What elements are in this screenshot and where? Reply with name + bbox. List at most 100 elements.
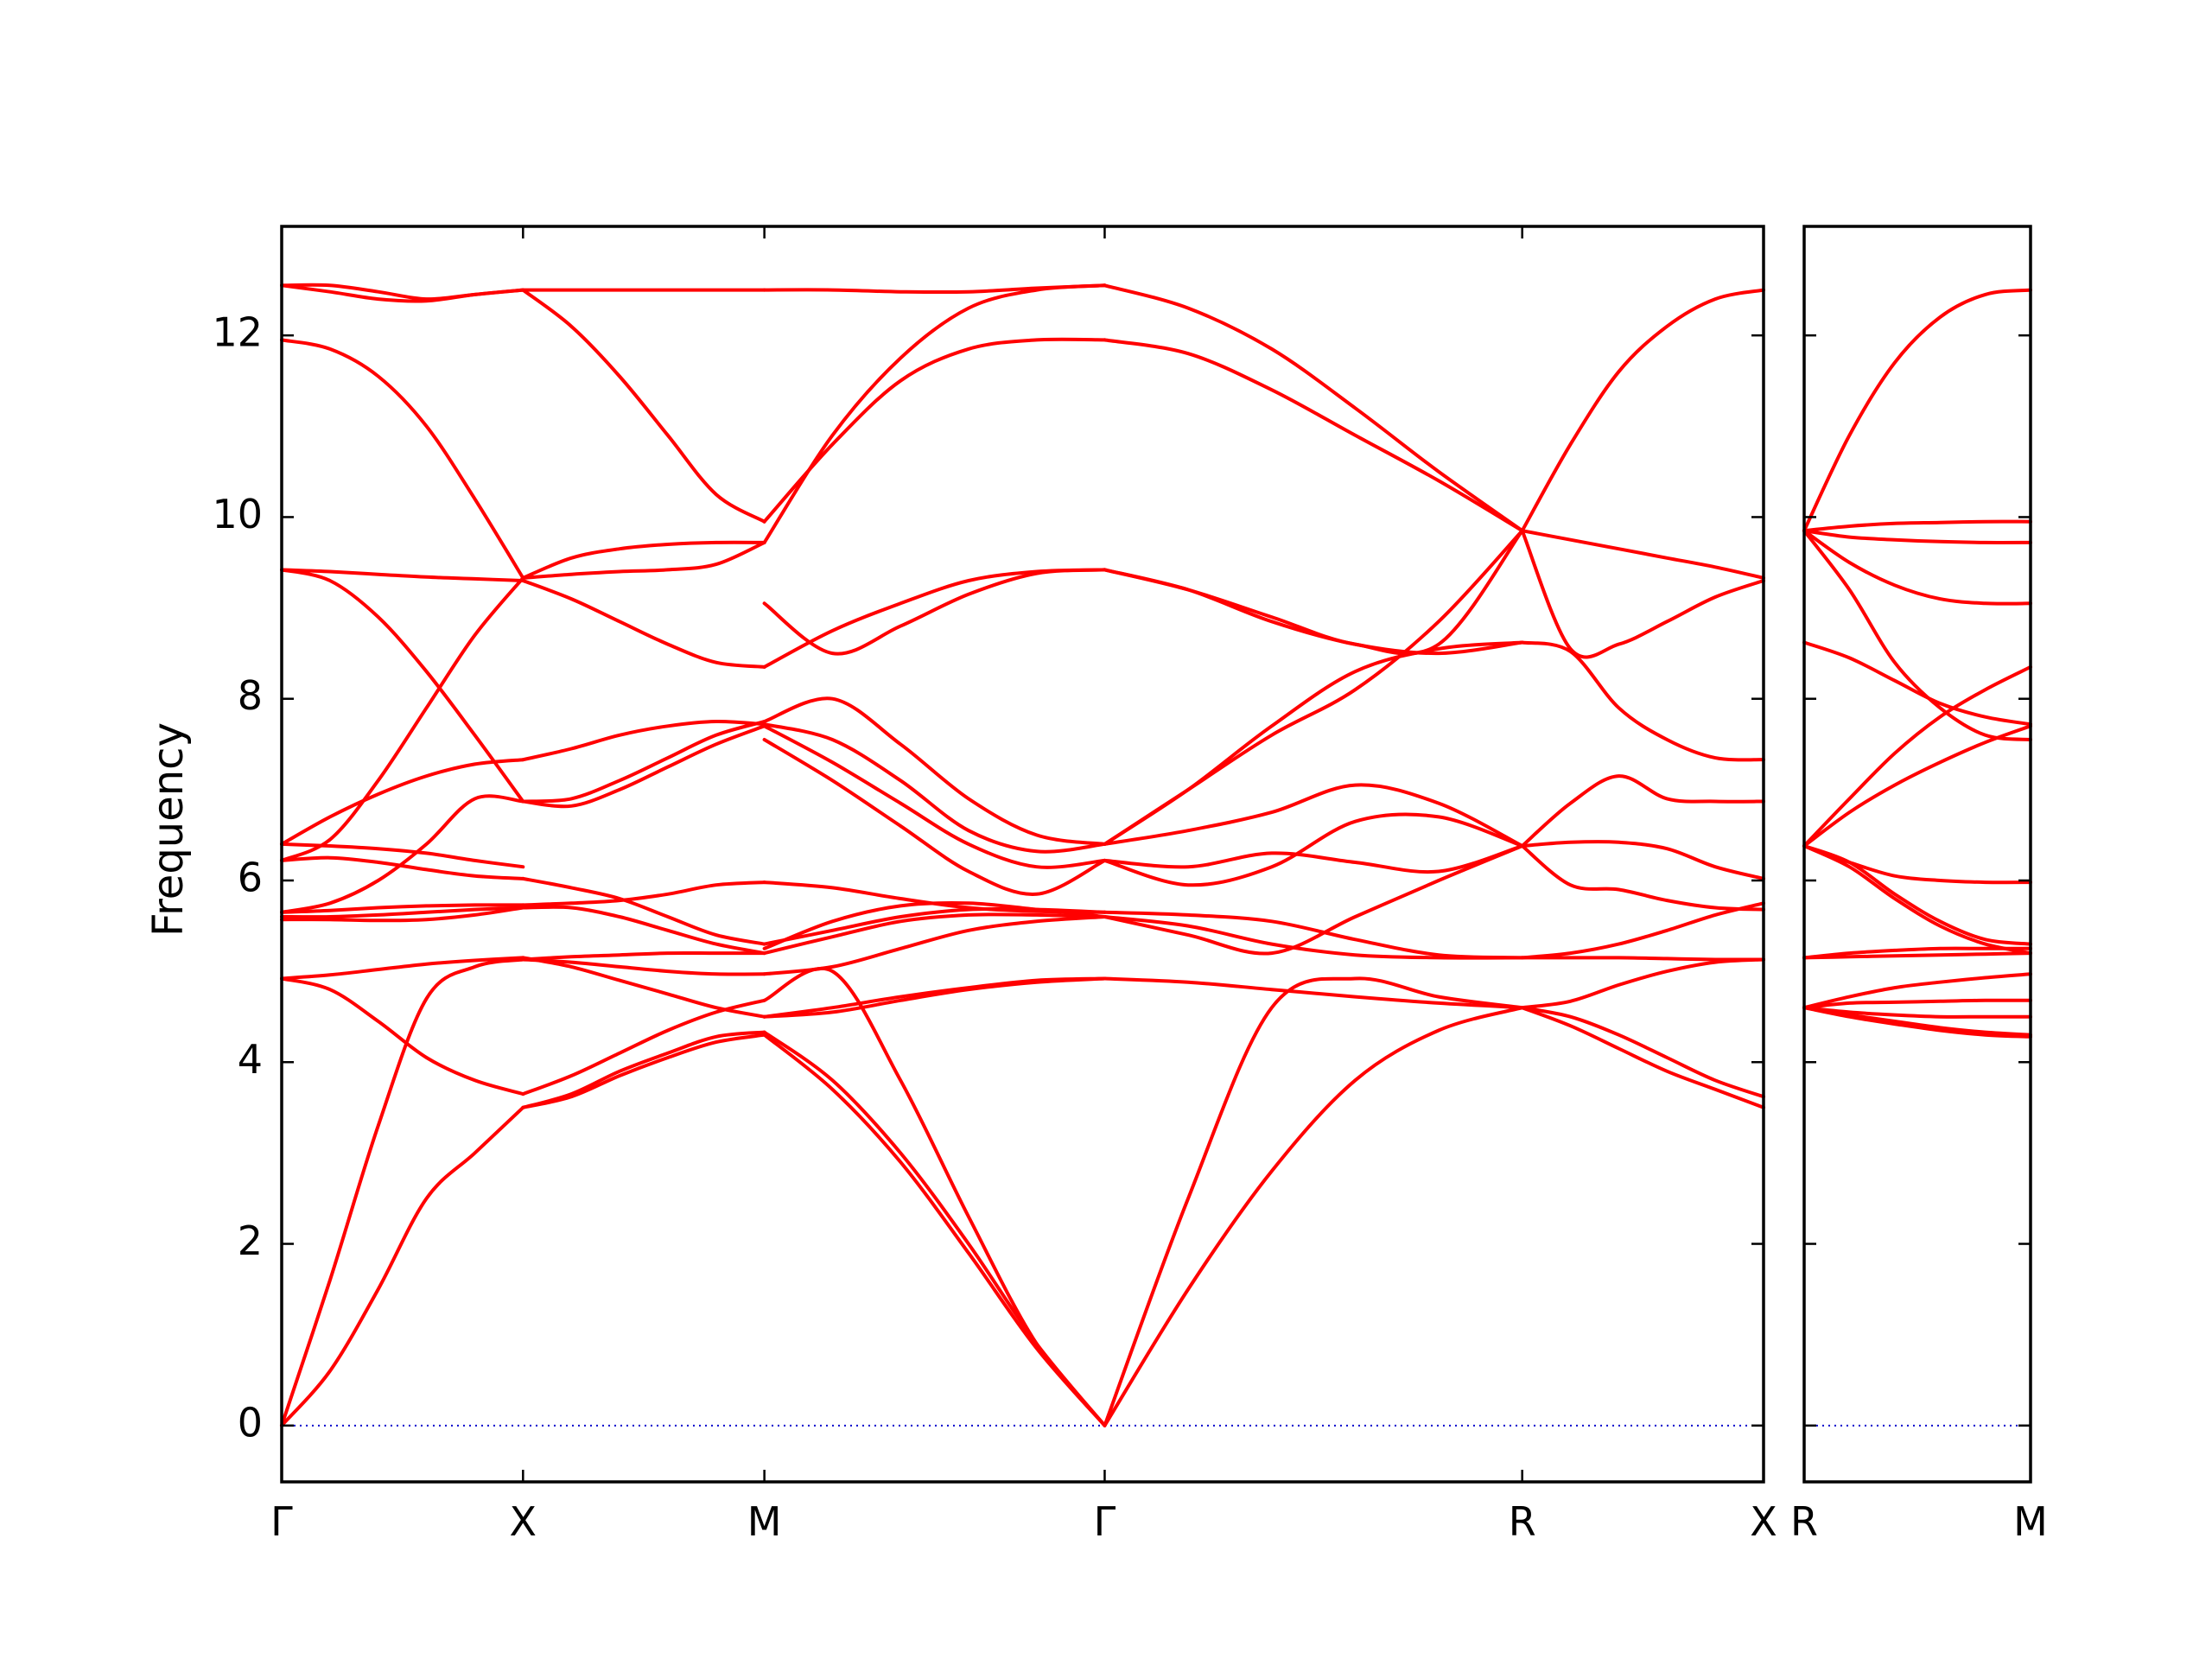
- band-line-X-M-10: [521, 720, 766, 804]
- x-tick-label: R: [1509, 1498, 1536, 1545]
- band-line-Γ-R-2: [1103, 976, 1524, 1010]
- band-line-Γ-X-6: [280, 903, 525, 914]
- band-line-M-Γ-5: [762, 915, 1107, 976]
- band-line-R-M-1: [1802, 1006, 2032, 1037]
- band-line-Γ-R-0: [1103, 1006, 1524, 1427]
- band-line-Γ-X-5: [280, 906, 525, 919]
- band-line-X-M-7: [521, 880, 766, 907]
- band-line-Γ-R-1: [1103, 976, 1524, 1427]
- band-line-R-X-9: [1520, 529, 1765, 580]
- band-line-Γ-R-5: [1103, 910, 1524, 960]
- band-line-M-Γ-12: [762, 696, 1107, 846]
- panel-main: 0 2 4 6 8 10 12 Γ X M Γ R X: [212, 225, 1777, 1545]
- band-line-X-M-3: [521, 956, 766, 1019]
- band-line-R-X-8: [1520, 640, 1765, 762]
- x-tick-label: X: [1750, 1498, 1777, 1545]
- band-line-Γ-X-12: [280, 568, 525, 582]
- band-line-Γ-X-2: [280, 976, 525, 1096]
- band-line-R-X-5: [1520, 844, 1765, 912]
- band-line-R-X-7: [1520, 774, 1765, 848]
- band-line-Γ-R-6: [1103, 844, 1524, 874]
- band-line-M-Γ-15: [762, 568, 1107, 656]
- band-line-R-M-14: [1802, 529, 2032, 606]
- band-line-R-M-16: [1802, 519, 2032, 533]
- x-tick-label: Γ: [270, 1498, 293, 1545]
- band-line-R-M-13: [1802, 529, 2032, 741]
- x-tick-label: X: [510, 1498, 537, 1545]
- y-tick-label: 10: [212, 491, 263, 537]
- band-line-X-M-15: [521, 288, 766, 524]
- band-line-R-M-2: [1802, 1006, 2032, 1019]
- band-line-Γ-R-3: [1103, 915, 1524, 960]
- band-line-X-M-5: [521, 950, 766, 962]
- band-line-M-Γ-13: [762, 722, 1107, 854]
- band-line-R-M-6: [1802, 946, 2032, 960]
- band-line-Γ-R-14: [1103, 283, 1524, 533]
- plot-frame: [1802, 225, 2032, 1484]
- y-axis-label: Frequency: [144, 722, 193, 937]
- band-line-Γ-R-10: [1103, 529, 1524, 846]
- band-line-R-X-3: [1520, 956, 1765, 962]
- band-line-M-Γ-8: [762, 906, 1107, 946]
- band-line-Γ-X-0: [280, 1105, 525, 1427]
- band-line-R-M-8: [1802, 844, 2032, 956]
- band-line-Γ-R-7: [1103, 812, 1524, 887]
- band-line-R-M-11: [1802, 664, 2032, 848]
- band-line-Γ-X-8: [280, 855, 525, 880]
- x-tick-label: M: [747, 1498, 782, 1545]
- y-tick-label: 4: [238, 1036, 263, 1083]
- y-tick-label: 2: [238, 1217, 263, 1264]
- band-line-R-X-4: [1520, 901, 1765, 960]
- band-line-R-M-9: [1802, 844, 2032, 885]
- band-line-Γ-R-8: [1103, 783, 1524, 848]
- band-line-X-M-9: [521, 724, 766, 809]
- band-line-X-M-1: [521, 1030, 766, 1109]
- band-line-R-M-17: [1802, 288, 2032, 533]
- band-line-Γ-X-7: [280, 794, 525, 914]
- band-line-R-M-15: [1802, 529, 2032, 544]
- y-tick-label: 0: [238, 1399, 263, 1446]
- band-line-R-M-12: [1802, 640, 2032, 727]
- band-line-Γ-X-4: [280, 906, 525, 923]
- band-line-X-M-0: [521, 1033, 766, 1109]
- band-line-Γ-R-13: [1103, 338, 1524, 533]
- y-tick-label: 8: [238, 672, 263, 719]
- band-line-R-M-10: [1802, 724, 2032, 848]
- band-line-R-M-4: [1802, 972, 2032, 1010]
- band-line-X-M-2: [521, 998, 766, 1096]
- band-line-M-Γ-14: [762, 568, 1107, 669]
- band-line-M-Γ-4: [762, 976, 1107, 1019]
- band-line-Γ-X-1: [280, 957, 525, 1427]
- band-line-M-Γ-9: [762, 880, 1107, 914]
- x-tick-label: R: [1790, 1498, 1818, 1545]
- band-line-Γ-X-16: [280, 283, 525, 303]
- band-line-M-Γ-11: [762, 724, 1107, 869]
- y-tick-label: 6: [238, 854, 263, 900]
- band-line-X-M-14: [521, 540, 766, 580]
- band-line-X-M-11: [521, 719, 766, 762]
- band-line-Γ-X-13: [280, 568, 525, 804]
- band-line-M-Γ-3: [762, 976, 1107, 1019]
- band-line-X-M-4: [521, 957, 766, 976]
- x-tick-label: Γ: [1094, 1498, 1116, 1545]
- band-line-R-M-3: [1802, 998, 2032, 1010]
- band-line-M-Γ-17: [762, 283, 1107, 544]
- band-line-X-M-13: [521, 540, 766, 580]
- plot-frame: [280, 225, 1765, 1484]
- band-line-Γ-X-9: [280, 575, 525, 862]
- band-line-R-X-6: [1520, 840, 1765, 880]
- band-line-Γ-X-11: [280, 842, 525, 869]
- band-line-Γ-X-14: [280, 338, 525, 580]
- band-line-M-Γ-6: [762, 912, 1107, 956]
- band-line-M-Γ-2: [762, 966, 1107, 1427]
- band-line-Γ-X-3: [280, 956, 525, 981]
- band-line-Γ-R-12: [1103, 568, 1524, 656]
- band-line-R-X-1: [1520, 1006, 1765, 1099]
- band-line-R-X-11: [1520, 288, 1765, 533]
- band-line-X-M-12: [521, 579, 766, 669]
- band-line-R-X-0: [1520, 1006, 1765, 1109]
- band-line-R-M-5: [1802, 951, 2032, 960]
